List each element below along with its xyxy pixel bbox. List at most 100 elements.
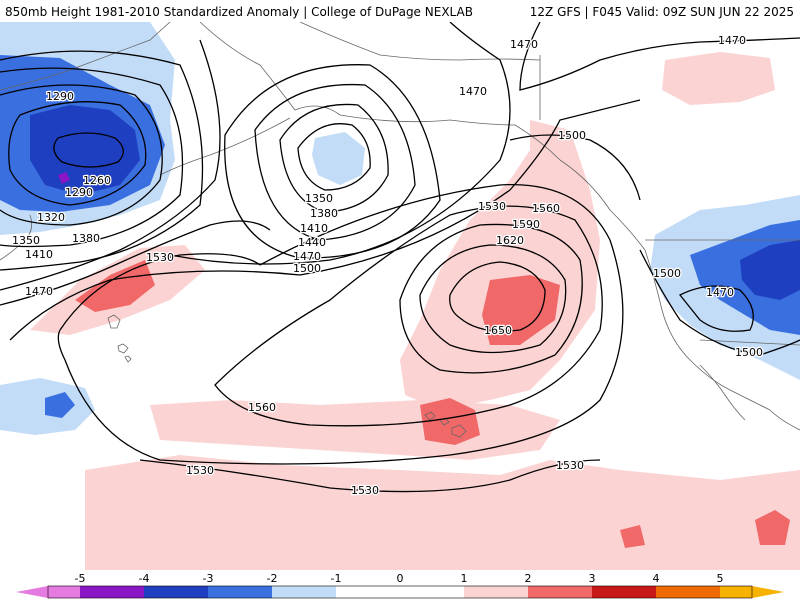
anomaly-pos2-south-east bbox=[755, 510, 790, 545]
contour-1290 bbox=[8, 101, 147, 206]
anomaly-pos1-northeast bbox=[662, 52, 775, 105]
contour-1590 bbox=[399, 223, 583, 374]
contour-label: 1500 bbox=[735, 346, 763, 359]
colorbar-segment bbox=[464, 586, 528, 598]
map-header: 850mb Height 1981-2010 Standardized Anom… bbox=[0, 0, 800, 22]
contour-label: 1590 bbox=[512, 218, 540, 231]
contour-label: 1470 bbox=[25, 285, 53, 298]
contour-label: 1500 bbox=[653, 267, 681, 280]
contour-label: 1440 bbox=[298, 236, 326, 249]
colorbar-tick-label: -4 bbox=[139, 572, 150, 585]
coast-us-west bbox=[644, 249, 771, 411]
coast-mexico bbox=[769, 409, 800, 431]
colorbar-tick-label: -3 bbox=[203, 572, 214, 585]
contour-label: 1500 bbox=[558, 129, 586, 142]
colorbar-tick-label: 0 bbox=[397, 572, 404, 585]
contour-1380-nw bbox=[0, 50, 204, 271]
colorbar-segment bbox=[272, 586, 336, 598]
colorbar-tick-label: 1 bbox=[461, 572, 468, 585]
anomaly-pos2-high-center bbox=[482, 275, 560, 345]
colorbar-segment bbox=[720, 586, 752, 598]
contour-1470-east bbox=[678, 285, 754, 332]
colorbar-segment-neutral bbox=[336, 586, 464, 598]
coastline-layer bbox=[0, 22, 800, 438]
contour-1410 bbox=[254, 83, 416, 241]
contour-1470-nw bbox=[0, 220, 271, 306]
anomaly-pos1-high-center bbox=[400, 120, 600, 410]
contour-label-layer: 1290 1260 1290 1320 1350 1380 1410 1470 … bbox=[11, 33, 765, 499]
contour-label: 1290 bbox=[65, 186, 93, 199]
contour-1380-low bbox=[279, 103, 389, 213]
contour-label: 1410 bbox=[25, 248, 53, 261]
contour-1350-low bbox=[297, 123, 371, 191]
contour-label: 1620 bbox=[496, 234, 524, 247]
contour-label: 1530 bbox=[556, 459, 584, 472]
anomaly-pos2-hawaii bbox=[420, 398, 480, 445]
colorbar-tick-label: 5 bbox=[717, 572, 724, 585]
contour-label: 1650 bbox=[484, 324, 512, 337]
contour-label: 1560 bbox=[532, 202, 560, 215]
contour-label: 1410 bbox=[300, 222, 328, 235]
colorbar-outline bbox=[47, 585, 753, 599]
contour-layer bbox=[0, 22, 800, 493]
contour-label: 1320 bbox=[37, 211, 65, 224]
anomaly-neg2-southwest bbox=[45, 392, 75, 418]
contour-1470 bbox=[169, 22, 511, 265]
anomaly-neg4-northwest bbox=[58, 172, 70, 184]
colorbar-tick-label: 4 bbox=[653, 572, 660, 585]
colorbar-segment bbox=[144, 586, 208, 598]
weather-map: 1290 1260 1290 1320 1350 1380 1410 1470 … bbox=[0, 22, 800, 570]
colorbar-tick-label: -2 bbox=[267, 572, 278, 585]
contour-1500-east bbox=[639, 249, 800, 356]
contour-label: 1530 bbox=[186, 464, 214, 477]
contour-1410-nw bbox=[0, 39, 221, 291]
contour-1440 bbox=[224, 64, 441, 259]
coast-aleutians bbox=[159, 117, 291, 176]
contour-1650 bbox=[449, 261, 546, 332]
coast-kamchatka bbox=[0, 214, 33, 261]
contour-1530-main bbox=[57, 183, 624, 465]
contour-label: 1260 bbox=[83, 174, 111, 187]
contour-label: 1470 bbox=[706, 286, 734, 299]
anomaly-pos2-south-center bbox=[620, 525, 645, 548]
colorbar-tick-label: -5 bbox=[75, 572, 86, 585]
coast-baja bbox=[699, 364, 746, 421]
contour-1530 bbox=[59, 253, 261, 331]
anomaly-fill-layer bbox=[0, 22, 800, 570]
contour-label: 1350 bbox=[305, 192, 333, 205]
coast-asia bbox=[0, 22, 171, 91]
contour-label: 1380 bbox=[310, 207, 338, 220]
contour-label: 1470 bbox=[718, 34, 746, 47]
anomaly-neg1-low-center bbox=[312, 132, 365, 185]
contour-1260 bbox=[53, 132, 124, 168]
contour-1500 bbox=[9, 99, 641, 341]
colorbar-segment bbox=[208, 586, 272, 598]
contour-label: 1470 bbox=[510, 38, 538, 51]
colorbar-tick-label: 2 bbox=[525, 572, 532, 585]
contour-label: 1470 bbox=[459, 85, 487, 98]
contour-label: 1530 bbox=[478, 200, 506, 213]
contour-1560 bbox=[214, 205, 603, 427]
colorbar-segment bbox=[656, 586, 720, 598]
contour-label: 1470 bbox=[293, 250, 321, 263]
contour-label: 1380 bbox=[72, 232, 100, 245]
contour-label: 1530 bbox=[351, 484, 379, 497]
anomaly-colorbar: -5 -4 -3 -2 -1 0 1 2 3 4 5 bbox=[0, 570, 800, 600]
anomaly-neg3-west-us bbox=[740, 240, 800, 300]
contour-label: 1560 bbox=[248, 401, 276, 414]
anomaly-pos2-west-pacific bbox=[75, 260, 155, 312]
colorbar-segment bbox=[592, 586, 656, 598]
border-us-mexico bbox=[699, 339, 800, 346]
contour-label: 1530 bbox=[146, 251, 174, 264]
anomaly-neg3-northwest bbox=[30, 105, 140, 195]
colorbar-arrow-left bbox=[16, 586, 48, 598]
contour-label: 1290 bbox=[46, 90, 74, 103]
coast-bc bbox=[559, 159, 646, 251]
colorbar-tick-label: 3 bbox=[589, 572, 596, 585]
colorbar-tick-labels: -5 -4 -3 -2 -1 0 1 2 3 4 5 bbox=[75, 572, 724, 585]
colorbar-tick-label: -1 bbox=[331, 572, 342, 585]
contour-label: 1350 bbox=[12, 234, 40, 247]
title-left: 850mb Height 1981-2010 Standardized Anom… bbox=[5, 5, 473, 19]
colorbar-segment bbox=[528, 586, 592, 598]
contour-1530-south bbox=[139, 459, 601, 493]
